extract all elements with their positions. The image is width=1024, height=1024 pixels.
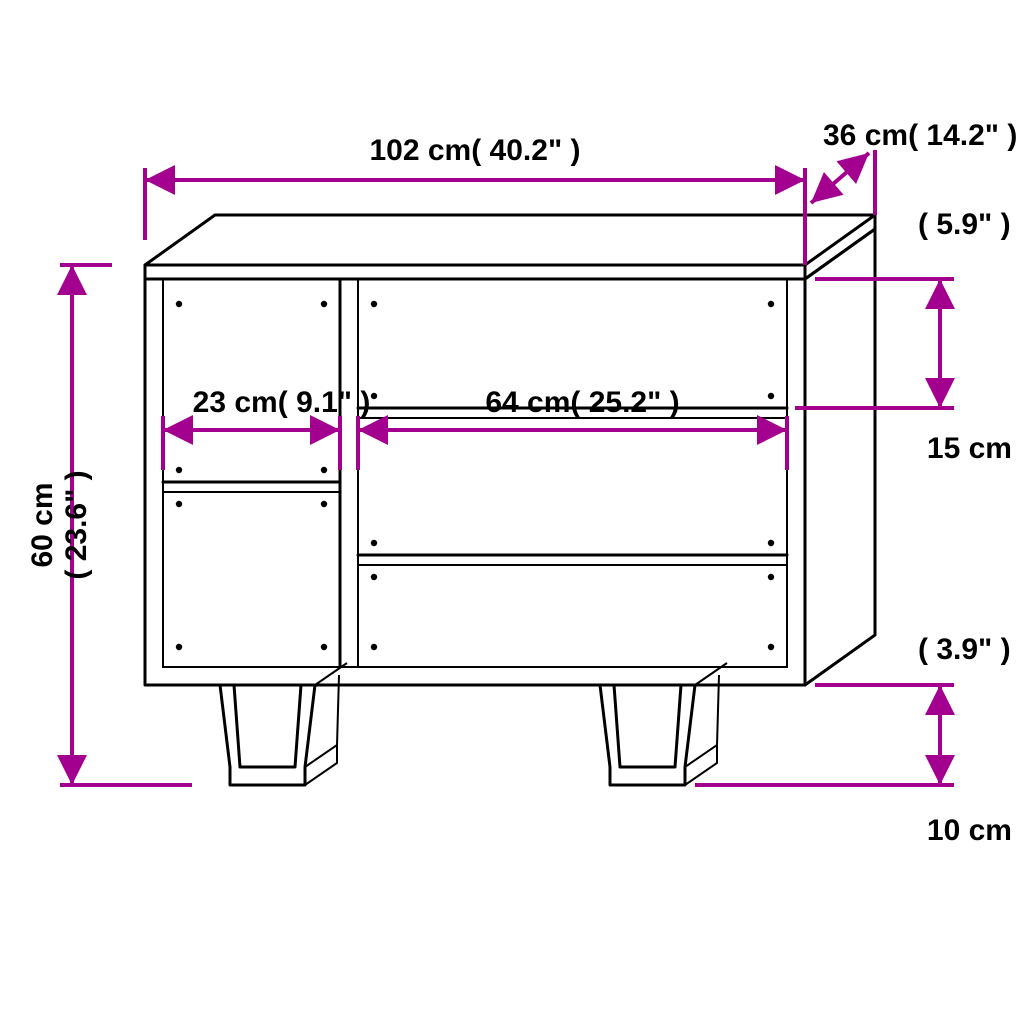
label-left_compartment_width: 23 cm( 9.1" ) bbox=[193, 386, 371, 419]
label-shelf_height-in: ( 5.9" ) bbox=[918, 208, 1011, 241]
svg-text:60 cm( 23.6" ): 60 cm( 23.6" ) bbox=[26, 470, 93, 579]
label-shelf_height-cm: 15 cm bbox=[927, 432, 1012, 465]
dimension-lines bbox=[60, 150, 954, 785]
label-leg_height-in: ( 3.9" ) bbox=[918, 633, 1011, 666]
furniture-outline bbox=[145, 215, 875, 785]
label-width: 102 cm( 40.2" ) bbox=[369, 134, 580, 167]
svg-text:64 cm( 25.2" ): 64 cm( 25.2" ) bbox=[485, 386, 679, 419]
label-right_compartment_width: 64 cm( 25.2" ) bbox=[485, 386, 679, 419]
label-height: 60 cm( 23.6" ) bbox=[26, 470, 93, 579]
label-depth: 36 cm( 14.2" ) bbox=[823, 119, 1017, 152]
svg-text:36 cm( 14.2" ): 36 cm( 14.2" ) bbox=[823, 119, 1017, 152]
dimension-diagram: 102 cm( 40.2" ) 36 cm( 14.2" ) 23 cm( 9.1"… bbox=[0, 0, 1024, 1024]
label-leg_height-cm: 10 cm bbox=[927, 814, 1012, 847]
svg-text:23 cm( 9.1" ): 23 cm( 9.1" ) bbox=[193, 386, 371, 419]
svg-text:102 cm( 40.2" ): 102 cm( 40.2" ) bbox=[369, 134, 580, 167]
